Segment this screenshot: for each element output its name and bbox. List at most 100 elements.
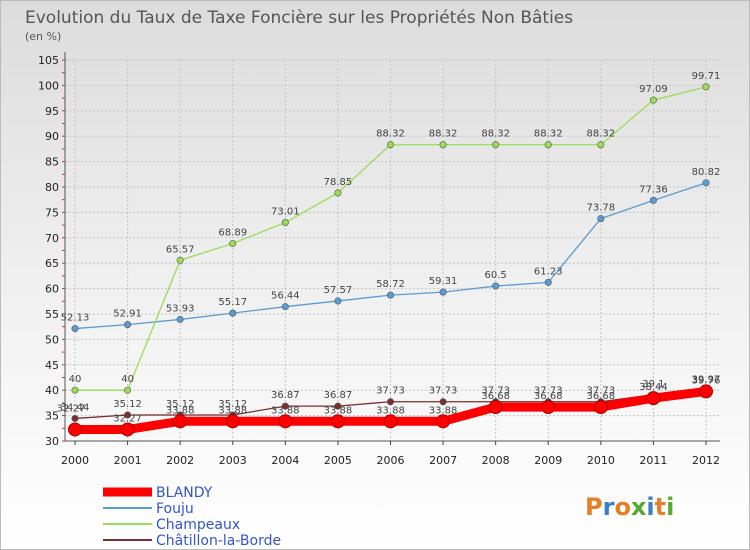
grid (65, 59, 720, 442)
data-point (646, 391, 661, 406)
data-label: 33.88 (271, 405, 300, 416)
series-group: 52.13 52.91 53.93 55.17 56.44 57.57 58.72 59.31… (57, 71, 721, 437)
data-label: 88.32 (587, 129, 616, 140)
data-point (120, 422, 135, 437)
logo-letter: r (603, 493, 615, 521)
data-point (544, 141, 552, 149)
y-tick-label: 55 (45, 308, 59, 321)
data-label: 36.68 (481, 391, 510, 402)
logo-letter: o (614, 493, 631, 521)
data-label: 77.36 (639, 184, 668, 195)
data-label: 39.76 (692, 375, 721, 386)
data-point (436, 414, 451, 429)
x-tick-label: 2007 (429, 454, 457, 467)
data-point (68, 422, 82, 437)
data-label: 36.68 (587, 391, 616, 402)
y-tick-label: 35 (45, 410, 59, 423)
x-tick-label: 2005 (324, 454, 352, 467)
data-point (699, 384, 713, 399)
data-label: 36.87 (324, 390, 353, 401)
data-label: 52.13 (61, 313, 90, 324)
data-label: 32.27 (57, 403, 86, 414)
data-point (229, 309, 237, 317)
data-label: 80.82 (692, 167, 721, 178)
legend-label: Fouju (156, 501, 194, 517)
chart-title: Evolution du Taux de Taxe Foncière sur l… (25, 8, 573, 28)
data-point (439, 141, 447, 149)
data-point (330, 414, 345, 429)
data-point (702, 83, 710, 91)
data-label: 36.87 (271, 390, 300, 401)
data-label: 88.32 (481, 129, 510, 140)
y-tick-label: 70 (45, 232, 59, 245)
data-point (225, 414, 240, 429)
data-label: 52.91 (113, 309, 142, 320)
data-label: 37.73 (376, 386, 405, 397)
data-label: 73.01 (271, 207, 300, 218)
x-tick-label: 2001 (114, 454, 142, 467)
data-point (173, 414, 188, 429)
y-tick-label: 100 (38, 79, 59, 92)
data-point (439, 288, 447, 296)
data-label: 33.88 (166, 405, 195, 416)
data-label: 59.31 (429, 276, 458, 287)
data-point (488, 400, 503, 415)
data-label: 61.23 (534, 266, 563, 277)
x-tick-label: 2011 (639, 454, 667, 467)
data-point (492, 141, 500, 149)
data-label: 37.73 (534, 386, 563, 397)
proxiti-logo: Proxiti (585, 493, 674, 521)
x-tick-label: 2006 (377, 454, 405, 467)
x-tick-label: 2003 (219, 454, 247, 467)
y-tick-label: 40 (45, 384, 59, 397)
y-tick-label: 60 (45, 283, 59, 296)
logo-letter: t (655, 493, 666, 521)
y-tick-label: 80 (45, 181, 59, 194)
data-point (124, 411, 132, 419)
legend-label: BLANDY (156, 485, 213, 501)
data-point (334, 297, 342, 305)
data-point (71, 325, 79, 333)
data-point (176, 256, 184, 264)
data-label: 88.32 (534, 129, 563, 140)
data-label: 99.71 (692, 71, 721, 82)
data-label: 33.88 (376, 405, 405, 416)
x-tick-label: 2004 (271, 454, 299, 467)
data-point (71, 414, 79, 422)
data-label: 97.09 (639, 84, 668, 95)
x-tick-label: 2009 (534, 454, 562, 467)
logo-letter: i (646, 493, 654, 521)
data-point (386, 398, 394, 406)
data-point (593, 400, 608, 415)
data-point (334, 402, 342, 410)
data-label: 37.73 (587, 386, 616, 397)
data-label: 39.1 (642, 379, 664, 390)
data-point (334, 189, 342, 197)
y-tick-label: 105 (38, 54, 59, 67)
data-label: 32.27 (113, 413, 142, 424)
data-label: 53.93 (166, 303, 195, 314)
data-point (492, 282, 500, 290)
data-point (281, 219, 289, 227)
data-label: 73.78 (587, 203, 616, 214)
y-tick-label: 65 (45, 257, 59, 270)
axes: 30 35 40 45 50 55 60 65 70 75 80 85 90 95 100 105 2000 20… (38, 52, 720, 467)
data-point (278, 414, 293, 429)
data-label: 68.89 (218, 227, 247, 238)
data-point (597, 215, 605, 223)
logo-letter: x (631, 493, 647, 521)
data-point (597, 141, 605, 149)
data-label: 58.72 (376, 279, 405, 290)
y-tick-label: 75 (45, 206, 59, 219)
data-point (386, 141, 394, 149)
data-point (281, 303, 289, 311)
data-label: 55.17 (218, 297, 247, 308)
data-point (176, 315, 184, 323)
logo-letter: i (666, 493, 674, 521)
data-label: 60.5 (485, 270, 507, 281)
data-point (229, 239, 237, 247)
legend-label: Châtillon-la-Borde (156, 533, 281, 549)
